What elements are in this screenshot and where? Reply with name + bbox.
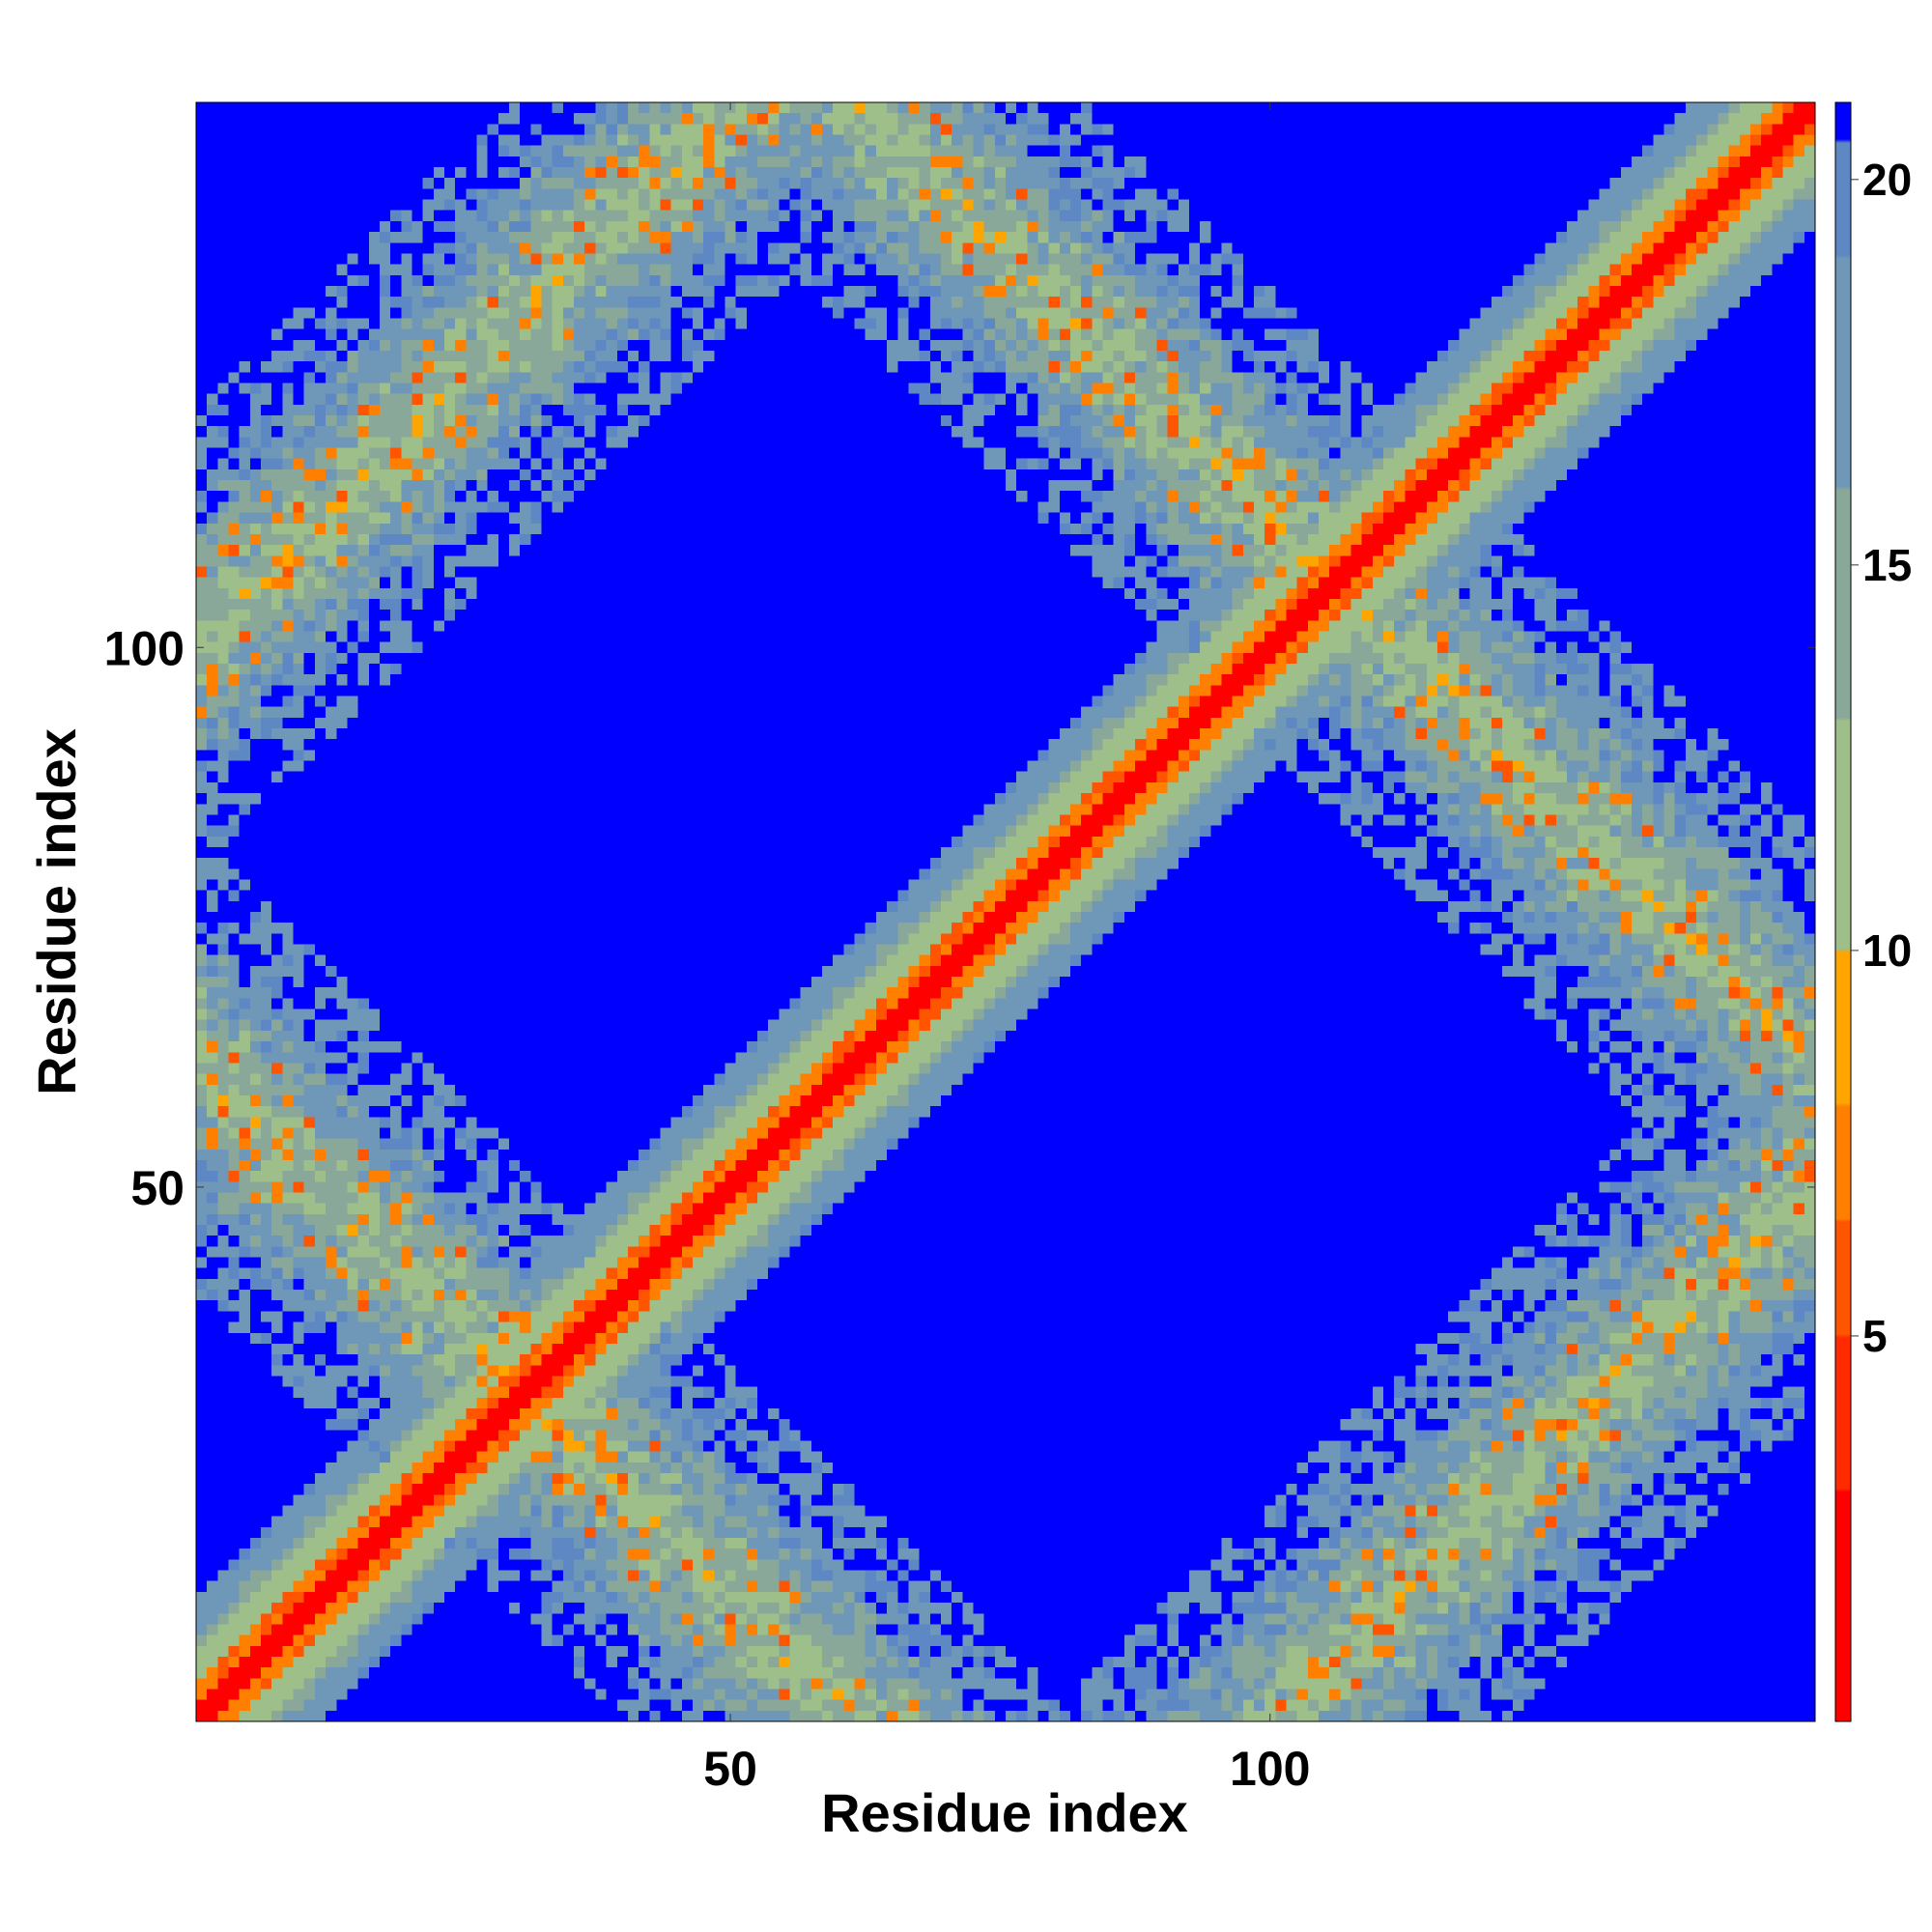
colorbar-ticks: 5 10 15 20 <box>1851 155 1912 1361</box>
colorbar <box>1835 102 1851 1721</box>
y-tick-label: 100 <box>104 621 185 675</box>
y-axis-title: Residue index <box>26 728 87 1095</box>
x-axis-title: Residue index <box>821 1782 1188 1843</box>
y-tick-label: 50 <box>130 1161 185 1215</box>
colorbar-tick-label: 15 <box>1862 540 1912 590</box>
plot-frame <box>195 101 1816 1722</box>
y-axis-ticks: 50 100 <box>104 621 1815 1215</box>
colorbar-tick-label: 5 <box>1862 1311 1888 1361</box>
x-axis-ticks: 50 100 <box>703 102 1310 1796</box>
colorbar-frame <box>1834 101 1852 1722</box>
colorbar-tick-label: 10 <box>1862 925 1912 976</box>
heatmap-grid <box>196 102 1815 1721</box>
x-tick-label: 50 <box>703 1742 757 1796</box>
colorbar-tick-label: 20 <box>1862 155 1912 205</box>
x-tick-label: 100 <box>1230 1742 1310 1796</box>
